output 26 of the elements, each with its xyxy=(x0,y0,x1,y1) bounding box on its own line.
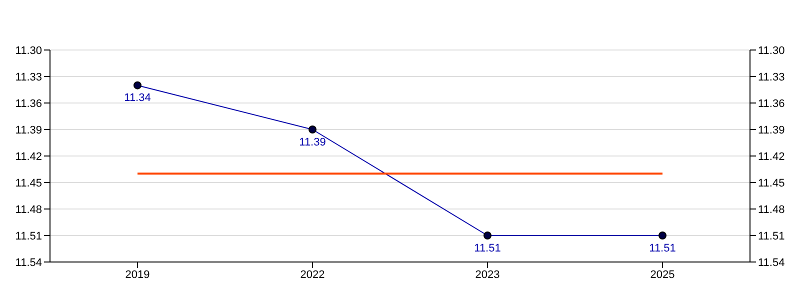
y-tick-label: 11.54 xyxy=(15,256,42,269)
x-tick-label: 2025 xyxy=(650,268,675,281)
y2-tick-label: 11.48 xyxy=(758,204,785,216)
y-tick-label: 11.48 xyxy=(15,204,42,216)
y2-tick-label: 11.42 xyxy=(758,150,785,163)
y-tick-label: 11.39 xyxy=(15,124,42,136)
y-tick-label: 11.33 xyxy=(15,71,42,84)
y-tick-label: 11.51 xyxy=(15,230,42,242)
y2-tick-label: 11.45 xyxy=(758,177,785,190)
y-tick-label: 11.42 xyxy=(15,150,42,163)
y-tick-label: 11.30 xyxy=(15,44,42,57)
x-tick-label: 2019 xyxy=(125,268,150,281)
y2-tick-label: 11.39 xyxy=(758,124,785,136)
x-tick-label: 2023 xyxy=(475,268,500,281)
y2-tick-label: 11.51 xyxy=(758,230,785,242)
y2-tick-label: 11.30 xyxy=(758,44,785,57)
x-tick-label: 2022 xyxy=(300,268,325,281)
data-label: 11.34 xyxy=(124,92,151,104)
y-tick-label: 11.45 xyxy=(15,177,42,190)
y2-tick-label: 11.33 xyxy=(758,71,785,84)
y2-tick-label: 11.54 xyxy=(758,256,785,269)
data-label: 11.39 xyxy=(299,136,326,148)
y2-tick-label: 11.36 xyxy=(758,98,785,110)
data-label: 11.51 xyxy=(474,242,501,254)
y-tick-label: 11.36 xyxy=(15,98,42,110)
data-label: 11.51 xyxy=(649,242,676,254)
